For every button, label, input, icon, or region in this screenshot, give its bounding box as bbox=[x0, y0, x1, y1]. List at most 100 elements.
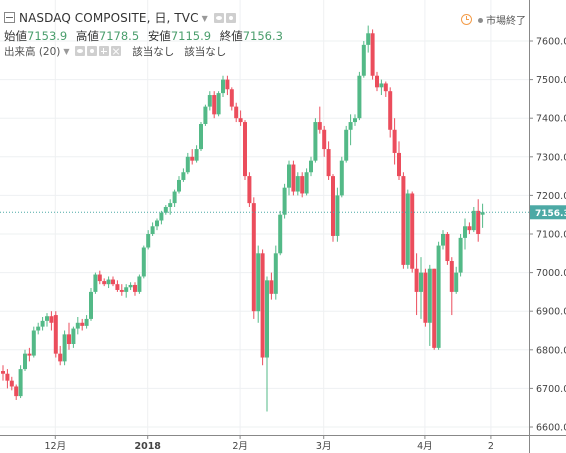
candle bbox=[304, 168, 309, 196]
current-price-label: 7156.3 bbox=[530, 205, 566, 220]
candle-body bbox=[221, 79, 225, 94]
candle bbox=[172, 189, 177, 207]
candle-body bbox=[75, 322, 80, 329]
candle-body bbox=[155, 220, 159, 227]
x-tick-label: 3月 bbox=[316, 441, 332, 452]
candle-body bbox=[344, 129, 349, 161]
candle bbox=[405, 189, 410, 269]
candle bbox=[119, 284, 124, 296]
candle bbox=[40, 316, 45, 331]
candle-body bbox=[49, 316, 54, 323]
candle bbox=[326, 141, 331, 180]
candle bbox=[480, 203, 485, 228]
gear-icon[interactable] bbox=[86, 46, 97, 56]
chevron-down-icon[interactable]: ▼ bbox=[63, 47, 70, 56]
candles bbox=[0, 25, 529, 412]
candle bbox=[251, 197, 256, 319]
candle-body bbox=[106, 279, 111, 285]
candle bbox=[375, 71, 379, 92]
candle bbox=[379, 79, 384, 96]
candle bbox=[194, 145, 199, 163]
volume-label[interactable]: 出来高 (20) bbox=[4, 46, 61, 58]
candle-body bbox=[397, 152, 401, 177]
candle bbox=[313, 118, 318, 163]
candle-body bbox=[260, 253, 265, 358]
close-value: 7156.3 bbox=[242, 29, 283, 43]
candle-body bbox=[379, 83, 384, 88]
candle-body bbox=[133, 284, 137, 292]
candle bbox=[397, 141, 401, 180]
symbol-label[interactable]: NASDAQ COMPOSITE, 日, TVC bbox=[19, 11, 199, 25]
candle bbox=[146, 230, 151, 250]
volume-value-1: 該当なし bbox=[132, 46, 175, 58]
candle-body bbox=[295, 176, 300, 192]
candle bbox=[463, 218, 467, 250]
candle-body bbox=[256, 253, 261, 312]
candle bbox=[454, 266, 459, 294]
candle-body bbox=[370, 33, 375, 76]
candle-body bbox=[405, 193, 410, 265]
chevron-down-icon[interactable]: ▼ bbox=[201, 14, 208, 23]
current-price-value: 7156.3 bbox=[535, 209, 566, 219]
y-tick-label: 7500.0 bbox=[536, 75, 566, 86]
collapse-icon[interactable] bbox=[4, 12, 15, 23]
candle-body bbox=[84, 318, 89, 326]
candle-body bbox=[45, 316, 49, 321]
candle-body bbox=[9, 380, 14, 387]
candle-body bbox=[410, 193, 415, 269]
status-dot-icon bbox=[478, 18, 483, 23]
candle bbox=[27, 347, 32, 362]
candle-body bbox=[441, 234, 445, 246]
candle-body bbox=[93, 274, 98, 292]
low-value: 7115.9 bbox=[170, 29, 212, 43]
candle-body bbox=[124, 287, 129, 292]
candle bbox=[75, 316, 80, 335]
candle bbox=[163, 205, 168, 215]
candle bbox=[97, 270, 102, 285]
eye-icon[interactable] bbox=[74, 46, 85, 56]
close-icon[interactable] bbox=[110, 46, 121, 56]
y-tick-label: 7200.0 bbox=[536, 191, 566, 202]
y-tick-label: 7000.0 bbox=[536, 268, 566, 279]
candle bbox=[159, 210, 164, 225]
candle-body bbox=[199, 123, 203, 150]
candle bbox=[282, 183, 287, 219]
candle-body bbox=[212, 95, 217, 115]
candle bbox=[80, 318, 85, 331]
candle bbox=[225, 75, 230, 96]
candle-body bbox=[67, 334, 71, 345]
y-tick-label: 7400.0 bbox=[536, 114, 566, 125]
eye-icon[interactable] bbox=[213, 13, 224, 23]
candle-body bbox=[190, 156, 195, 161]
plus-icon[interactable] bbox=[98, 46, 109, 56]
price-axis[interactable]: 6600.0 6700.0 6800.0 6900.0 7000.0 7100.0 7200… bbox=[529, 37, 566, 434]
candle-body bbox=[309, 160, 313, 173]
candle-body bbox=[14, 386, 19, 397]
candle bbox=[370, 29, 375, 80]
candle-body bbox=[291, 164, 296, 192]
candle bbox=[445, 232, 450, 265]
candle-body bbox=[357, 75, 362, 119]
candle-body bbox=[414, 268, 419, 292]
candle bbox=[207, 91, 212, 111]
candle-body bbox=[71, 328, 76, 345]
candle bbox=[18, 365, 23, 399]
candle-body bbox=[449, 261, 454, 292]
candle bbox=[322, 125, 327, 157]
candle bbox=[137, 274, 142, 294]
candle-body bbox=[480, 212, 485, 215]
candle bbox=[124, 284, 129, 298]
candle-body bbox=[335, 195, 340, 236]
candle-body bbox=[181, 172, 186, 180]
time-axis[interactable]: 12月 2018 2月 3月 4月 2 bbox=[45, 435, 494, 452]
candle-body bbox=[159, 212, 164, 221]
candle-body bbox=[216, 93, 221, 115]
y-tick-label: 7300.0 bbox=[536, 152, 566, 163]
candle bbox=[260, 249, 265, 366]
candle bbox=[295, 172, 300, 196]
candle-body bbox=[471, 210, 476, 231]
candle-body bbox=[234, 106, 239, 119]
gear-icon[interactable] bbox=[225, 13, 236, 23]
candle-body bbox=[102, 281, 107, 285]
